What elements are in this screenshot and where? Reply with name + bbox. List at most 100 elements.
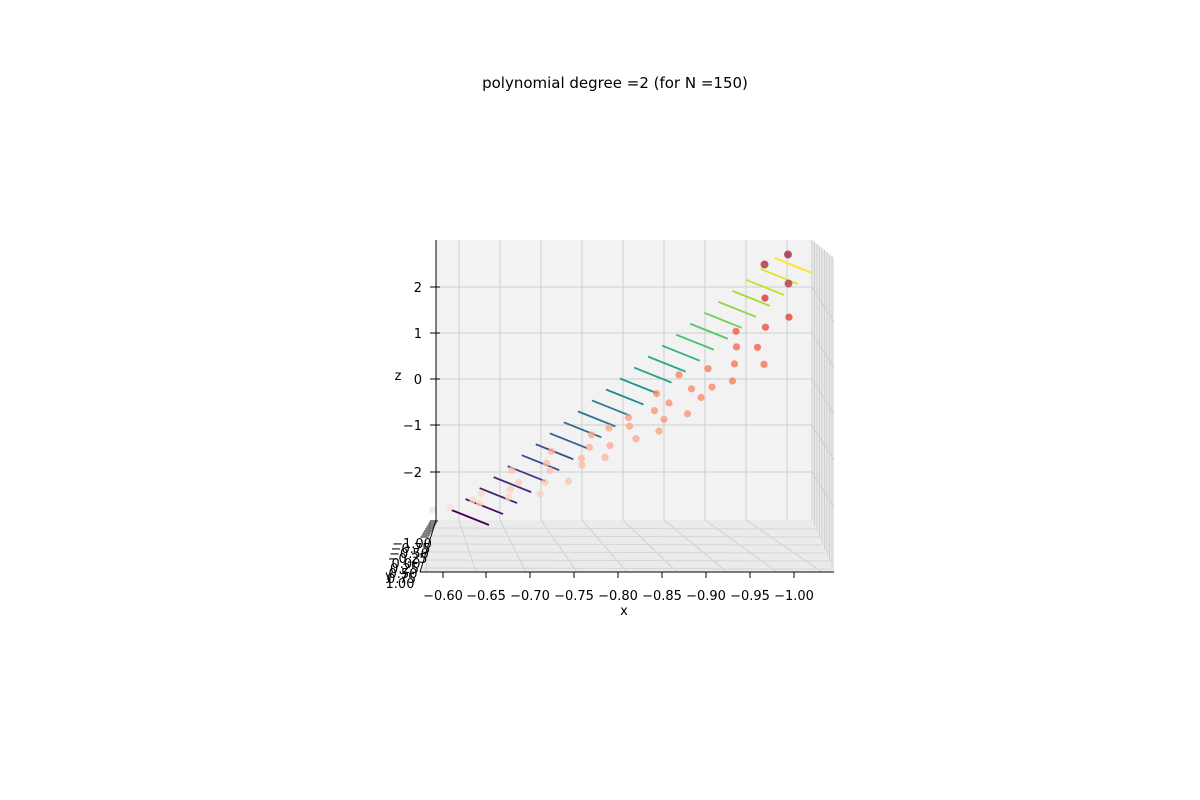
floor-pane	[420, 520, 834, 572]
y-tick-5: 0.25	[390, 562, 419, 577]
contour-19	[717, 300, 757, 318]
z-tick-2: 0	[414, 373, 422, 388]
contour-7	[549, 432, 588, 450]
scatter-point-43	[785, 313, 793, 321]
x-tick-3: −0.75	[554, 589, 594, 604]
y-tick-6: 0.50	[389, 567, 418, 582]
contour-2	[479, 487, 518, 504]
scatter-point-11	[564, 477, 573, 485]
contour-20	[732, 290, 771, 307]
scatter-point-32	[687, 385, 696, 393]
scatter-point-22	[605, 424, 613, 432]
x-tick-2: −0.70	[510, 589, 550, 604]
contour-18	[703, 311, 743, 329]
grid-side-h-3	[811, 424, 835, 461]
x-tick-5: −0.85	[642, 589, 682, 604]
scatter-point-41	[732, 327, 740, 335]
contour-0	[451, 509, 490, 526]
y-tick-3: −0.25	[388, 552, 428, 567]
grid-side-h-2	[811, 378, 835, 415]
z-tick-1: 1	[414, 327, 422, 342]
grid-side-h-1	[811, 332, 835, 369]
scatter-point-1	[446, 503, 454, 512]
x-tick-7: −0.95	[730, 589, 770, 604]
scatter-point-27	[650, 407, 659, 415]
side-pane	[812, 240, 834, 572]
contour-11	[605, 388, 644, 406]
scatter-point-34	[675, 371, 683, 379]
scatter-point-42	[761, 323, 770, 331]
grid-floor-1	[458, 519, 477, 573]
scatter-point-29	[665, 399, 673, 407]
x-tick-1: −0.65	[466, 589, 506, 604]
scatter-point-20	[587, 431, 596, 439]
scatter-point-28	[683, 410, 692, 418]
x-tick-8: −1.00	[774, 589, 814, 604]
y-tick-1: −0.75	[391, 542, 431, 557]
scatter-point-4	[504, 493, 513, 501]
contour-12	[619, 377, 658, 395]
scatter-point-37	[730, 360, 739, 368]
scatter-point-5	[477, 489, 485, 497]
scatter-point-16	[577, 454, 586, 462]
contour-16	[675, 333, 715, 351]
chart-title: polynomial degree =2 (for N =150)	[482, 74, 748, 92]
y-tick-0: −1.00	[392, 537, 432, 552]
scatter-point-35	[728, 377, 737, 385]
scatter-point-24	[655, 427, 663, 435]
scatter-point-45	[784, 279, 793, 288]
scatter-point-19	[606, 442, 614, 450]
y-tick-2: −0.50	[389, 547, 429, 562]
scatter-point-15	[547, 447, 556, 455]
scatter-point-40	[753, 343, 762, 351]
tick-labels: −0.60 −0.65 −0.70 −0.75 −0.80 −0.85 −0.90 −0.95…	[386, 281, 814, 604]
contour-21	[746, 279, 785, 296]
scatter-point-25	[624, 413, 633, 422]
grid-side-h-4	[811, 471, 835, 508]
scatter-point-2	[475, 499, 484, 507]
contour-13	[633, 366, 672, 384]
x-tick-6: −0.90	[686, 589, 726, 604]
scatter-point-39	[732, 343, 741, 351]
scatter-point-38	[760, 360, 768, 368]
y-axis-line	[419, 519, 437, 573]
contour-23	[774, 257, 813, 274]
scatter-point-0	[428, 506, 437, 514]
y-tick-4: 0.00	[392, 557, 421, 572]
scatter-point-30	[652, 390, 661, 398]
scatter-point-26	[660, 415, 668, 423]
scatter-point-6	[506, 485, 515, 493]
scatter-point-44	[761, 294, 769, 302]
grid-floor-h-5	[421, 567, 832, 570]
x-tick-4: −0.80	[598, 589, 638, 604]
grid-floor-h-2	[427, 543, 823, 546]
contour-5	[521, 454, 560, 472]
contour-17	[689, 322, 729, 340]
grid-floor-h-4	[423, 559, 829, 562]
scatter-points	[428, 250, 793, 514]
z-tick-0: 2	[414, 281, 422, 296]
z-axis-label: z	[395, 369, 402, 384]
scatter-point-7	[536, 490, 544, 498]
contour-3	[493, 476, 532, 493]
scatter-point-18	[585, 443, 594, 451]
scatter-point-9	[541, 478, 549, 486]
contour-9	[577, 410, 616, 428]
contour-10	[591, 399, 630, 417]
contour-14	[647, 355, 686, 373]
x-axis-label: x	[620, 604, 628, 619]
x-tick-0: −0.60	[423, 589, 463, 604]
z-tick-3: −1	[403, 419, 422, 434]
scatter-point-46	[760, 260, 769, 269]
scatter-point-3	[469, 496, 477, 504]
surface-contours	[451, 257, 813, 526]
scatter-point-36	[704, 365, 712, 373]
scatter-point-21	[632, 435, 640, 443]
scatter-point-17	[601, 453, 609, 461]
scatter-point-13	[542, 459, 551, 467]
scatter-point-33	[708, 383, 716, 391]
z-tick-4: −2	[403, 466, 422, 481]
grid-floor-h-0	[431, 527, 817, 530]
scatter-point-14	[578, 461, 586, 469]
